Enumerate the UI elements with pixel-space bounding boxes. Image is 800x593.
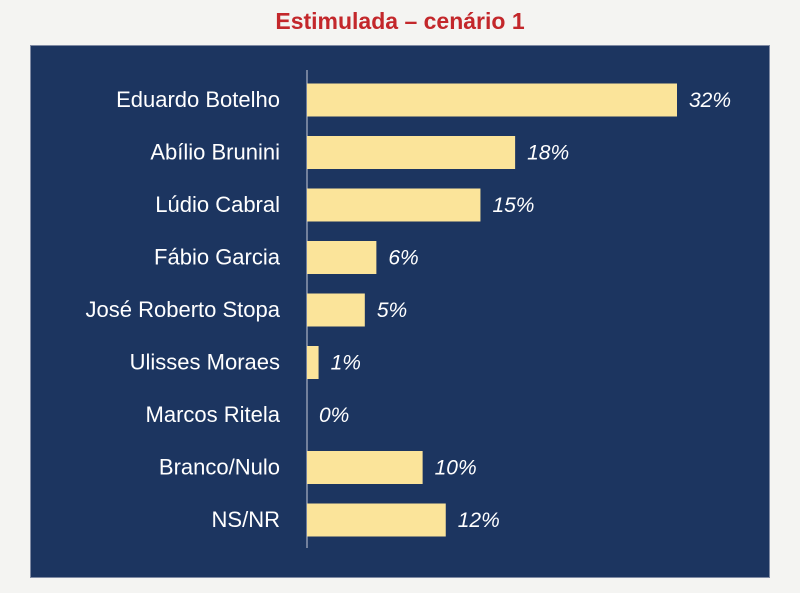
- category-label: Abílio Brunini: [150, 140, 280, 165]
- value-label: 15%: [492, 194, 534, 217]
- chart-title: Estimulada – cenário 1: [275, 8, 525, 34]
- chart-panel: [30, 45, 770, 578]
- category-label: Fábio Garcia: [154, 245, 281, 270]
- category-label: Lúdio Cabral: [155, 192, 280, 217]
- category-label: Branco/Nulo: [159, 455, 280, 480]
- bar: [307, 136, 516, 169]
- bar: [307, 241, 377, 274]
- bar: [307, 346, 319, 379]
- category-label: Ulisses Moraes: [130, 350, 280, 375]
- value-label: 12%: [458, 509, 500, 532]
- value-label: 0%: [319, 404, 349, 427]
- bar: [307, 188, 481, 222]
- value-label: 18%: [527, 142, 569, 165]
- category-label: NS/NR: [212, 507, 280, 532]
- category-label: José Roberto Stopa: [86, 297, 281, 322]
- bar: [307, 293, 365, 327]
- bar: [307, 83, 677, 117]
- value-label: 32%: [689, 89, 731, 112]
- value-label: 1%: [331, 352, 361, 375]
- category-label: Marcos Ritela: [146, 402, 281, 427]
- bar: [307, 503, 446, 537]
- value-label: 6%: [388, 247, 418, 270]
- value-label: 10%: [435, 457, 477, 480]
- bar: [307, 451, 423, 484]
- category-label: Eduardo Botelho: [116, 87, 280, 112]
- value-label: 5%: [377, 299, 407, 322]
